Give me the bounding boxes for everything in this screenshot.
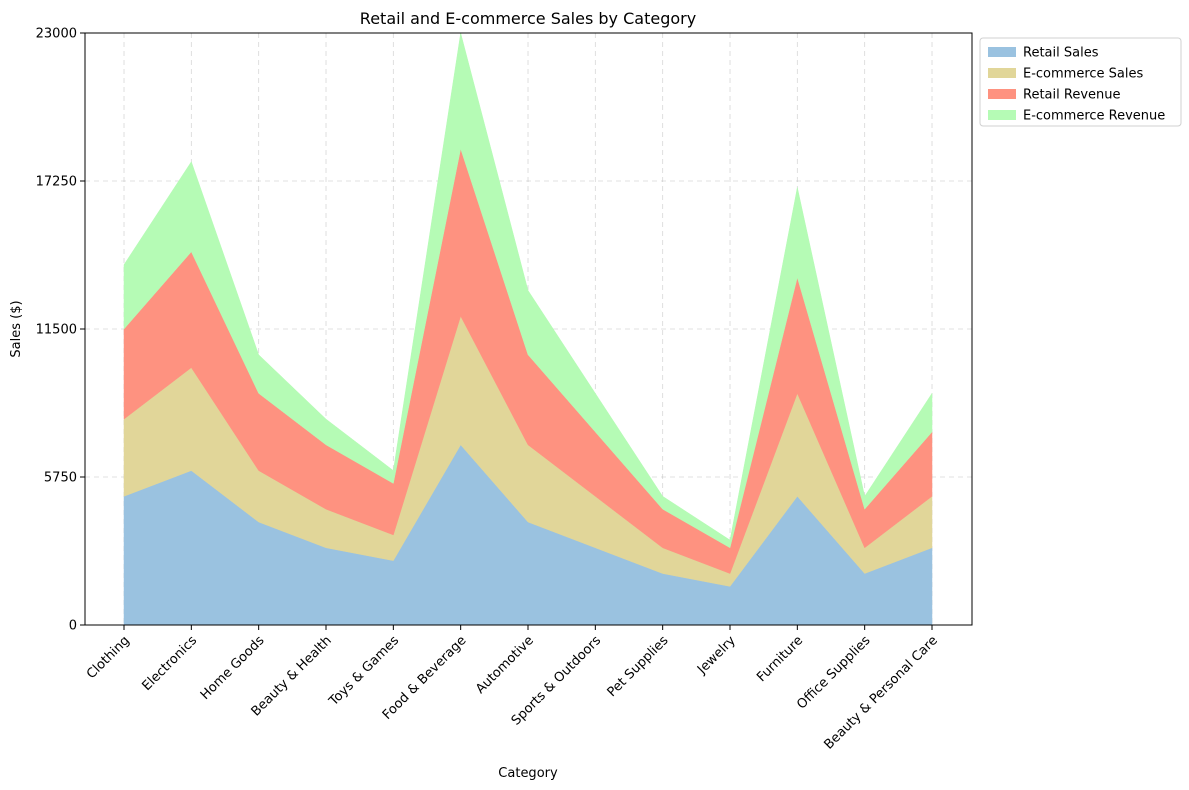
legend-label: E-commerce Sales <box>1023 67 1143 82</box>
legend-label: E-commerce Revenue <box>1023 109 1165 124</box>
legend-swatch <box>988 110 1016 120</box>
legend-box <box>979 37 1182 127</box>
y-axis-title: Sales ($) <box>9 300 24 357</box>
x-tick-label: Pet Supplies <box>605 633 672 700</box>
y-tick-label: 23000 <box>36 27 77 42</box>
legend-swatch <box>988 68 1016 78</box>
x-tick-label: Electronics <box>139 633 200 694</box>
chart-title: Retail and E-commerce Sales by Category <box>360 9 696 28</box>
x-tick-label: Furniture <box>754 633 806 685</box>
area-series-3 <box>123 32 933 549</box>
x-tick-label: Home Goods <box>198 633 268 703</box>
y-tick-label: 11500 <box>36 323 77 338</box>
x-axis-title: Category <box>498 766 558 781</box>
y-tick-label: 5750 <box>44 471 77 486</box>
legend-swatch <box>988 89 1016 99</box>
legend-label: Retail Revenue <box>1023 88 1120 103</box>
x-tick-label: Clothing <box>84 633 133 682</box>
x-tick-label: Toys & Games <box>326 633 403 710</box>
legend: Retail Sales E-commerce Sales Retail Reven… <box>979 37 1182 127</box>
legend-label: Retail Sales <box>1023 46 1099 61</box>
y-tick-label: 17250 <box>36 175 77 190</box>
y-tick-label: 0 <box>69 619 77 634</box>
x-tick-label: Jewelry <box>694 633 739 678</box>
x-tick-label: Automotive <box>473 633 537 697</box>
legend-swatch <box>988 47 1016 57</box>
x-tick-label: Beauty & Personal Care <box>821 633 940 752</box>
area-layer <box>123 32 933 626</box>
